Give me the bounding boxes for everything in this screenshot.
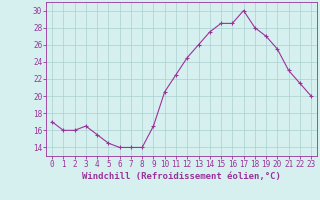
X-axis label: Windchill (Refroidissement éolien,°C): Windchill (Refroidissement éolien,°C) [82,172,281,181]
